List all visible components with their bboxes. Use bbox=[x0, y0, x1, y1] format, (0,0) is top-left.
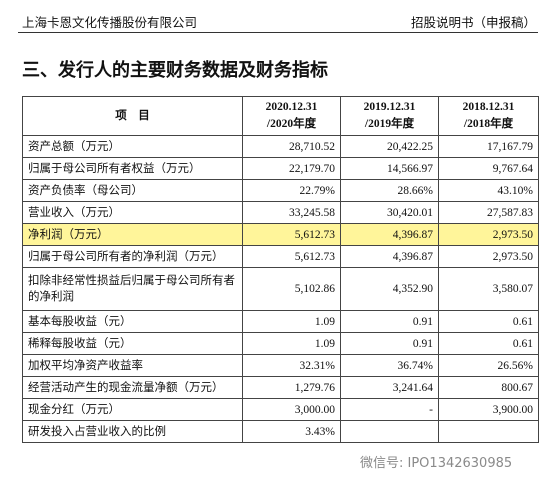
cell-value: 14,566.97 bbox=[340, 157, 439, 180]
financial-table: 项 目 2020.12.31/2020年度 2019.12.31/2019年度 20… bbox=[22, 96, 539, 443]
row-label: 归属于母公司所有者权益（万元） bbox=[22, 157, 243, 180]
cell-value: 4,396.87 bbox=[340, 245, 439, 268]
cell-value bbox=[438, 420, 539, 443]
table-row: 稀释每股收益（元） 1.09 0.91 0.61 bbox=[22, 332, 539, 355]
cell-value: 2,973.50 bbox=[438, 245, 539, 268]
cell-value: 3,241.64 bbox=[340, 376, 439, 399]
column-period: /2020年度 bbox=[266, 118, 317, 130]
cell-value: 27,587.83 bbox=[438, 201, 539, 224]
table-row: 研发投入占营业收入的比例 3.43% bbox=[22, 420, 539, 443]
header-rule bbox=[18, 32, 538, 33]
cell-value: 32.31% bbox=[242, 354, 341, 377]
cell-value: 28.66% bbox=[340, 179, 439, 202]
cell-value: 800.67 bbox=[438, 376, 539, 399]
row-label: 经营活动产生的现金流量净额（万元） bbox=[22, 376, 243, 399]
column-period: /2019年度 bbox=[364, 118, 415, 130]
row-label: 归属于母公司所有者的净利润（万元） bbox=[22, 245, 243, 268]
company-name: 上海卡恩文化传播股份有限公司 bbox=[22, 16, 198, 30]
cell-value: 43.10% bbox=[438, 179, 539, 202]
cell-value: 3,900.00 bbox=[438, 398, 539, 421]
row-label: 资产总额（万元） bbox=[22, 135, 243, 158]
column-date: 2020.12.31 bbox=[265, 101, 318, 113]
cell-value bbox=[340, 420, 439, 443]
cell-value: 1.09 bbox=[242, 310, 341, 333]
row-label: 现金分红（万元） bbox=[22, 398, 243, 421]
cell-value: 5,102.86 bbox=[242, 267, 341, 311]
cell-value: 3.43% bbox=[242, 420, 341, 443]
table-row: 资产负债率（母公司） 22.79% 28.66% 43.10% bbox=[22, 179, 539, 202]
cell-value: 1,279.76 bbox=[242, 376, 341, 399]
cell-value: 1.09 bbox=[242, 332, 341, 355]
row-label: 资产负债率（母公司） bbox=[22, 179, 243, 202]
row-label: 净利润（万元） bbox=[22, 223, 243, 246]
cell-value: 30,420.01 bbox=[340, 201, 439, 224]
table-row: 资产总额（万元） 28,710.52 20,422.25 17,167.79 bbox=[22, 135, 539, 158]
cell-value: 9,767.64 bbox=[438, 157, 539, 180]
row-label: 稀释每股收益（元） bbox=[22, 332, 243, 355]
table-row: 归属于母公司所有者权益（万元） 22,179.70 14,566.97 9,767.6… bbox=[22, 157, 539, 180]
row-label: 营业收入（万元） bbox=[22, 201, 243, 224]
cell-value: 17,167.79 bbox=[438, 135, 539, 158]
cell-value: - bbox=[340, 398, 439, 421]
cell-value: 0.61 bbox=[438, 310, 539, 333]
cell-value: 33,245.58 bbox=[242, 201, 341, 224]
cell-value: 4,352.90 bbox=[340, 267, 439, 311]
column-header: 2018.12.31/2018年度 bbox=[438, 96, 539, 136]
header-row: 项 目 2020.12.31/2020年度 2019.12.31/2019年度 20… bbox=[22, 96, 539, 136]
cell-value: 4,396.87 bbox=[340, 223, 439, 246]
cell-value: 3,000.00 bbox=[242, 398, 341, 421]
column-date: 2019.12.31 bbox=[363, 101, 416, 113]
table-row: 现金分红（万元） 3,000.00-3,900.00 bbox=[22, 398, 539, 421]
table-row: 营业收入（万元） 33,245.58 30,420.01 27,587.83 bbox=[22, 201, 539, 224]
cell-value: 22,179.70 bbox=[242, 157, 341, 180]
cell-value: 5,612.73 bbox=[242, 245, 341, 268]
table-row: 扣除非经常性损益后归属于母公司所有者的净利润 5,102.86 4,352.90 3,… bbox=[22, 267, 539, 311]
table-row: 净利润（万元） 5,612.73 4,396.87 2,973.50 bbox=[22, 223, 539, 246]
cell-value: 5,612.73 bbox=[242, 223, 341, 246]
cell-value: 28,710.52 bbox=[242, 135, 341, 158]
cell-value: 0.91 bbox=[340, 310, 439, 333]
cell-value: 22.79% bbox=[242, 179, 341, 202]
watermark: 微信号: IPO1342630985 bbox=[360, 456, 513, 471]
row-label: 扣除非经常性损益后归属于母公司所有者的净利润 bbox=[22, 267, 243, 311]
table-row: 加权平均净资产收益率 32.31% 36.74% 26.56% bbox=[22, 354, 539, 377]
cell-value: 0.91 bbox=[340, 332, 439, 355]
table-row: 基本每股收益（元） 1.09 0.91 0.61 bbox=[22, 310, 539, 333]
item-header: 项 目 bbox=[22, 96, 243, 136]
column-header: 2019.12.31/2019年度 bbox=[340, 96, 439, 136]
row-label: 基本每股收益（元） bbox=[22, 310, 243, 333]
cell-value: 0.61 bbox=[438, 332, 539, 355]
cell-value: 3,580.07 bbox=[438, 267, 539, 311]
row-label: 加权平均净资产收益率 bbox=[22, 354, 243, 377]
cell-value: 20,422.25 bbox=[340, 135, 439, 158]
table-row: 经营活动产生的现金流量净额（万元） 1,279.76 3,241.64 800.67 bbox=[22, 376, 539, 399]
cell-value: 36.74% bbox=[340, 354, 439, 377]
column-date: 2018.12.31 bbox=[462, 101, 515, 113]
cell-value: 2,973.50 bbox=[438, 223, 539, 246]
column-header: 2020.12.31/2020年度 bbox=[242, 96, 341, 136]
cell-value: 26.56% bbox=[438, 354, 539, 377]
row-label: 研发投入占营业收入的比例 bbox=[22, 420, 243, 443]
document-name: 招股说明书（申报稿） bbox=[410, 16, 536, 30]
table-row: 归属于母公司所有者的净利润（万元） 5,612.73 4,396.87 2,973.5… bbox=[22, 245, 539, 268]
section-title: 三、发行人的主要财务数据及财务指标 bbox=[22, 60, 328, 81]
column-period: /2018年度 bbox=[463, 118, 514, 130]
